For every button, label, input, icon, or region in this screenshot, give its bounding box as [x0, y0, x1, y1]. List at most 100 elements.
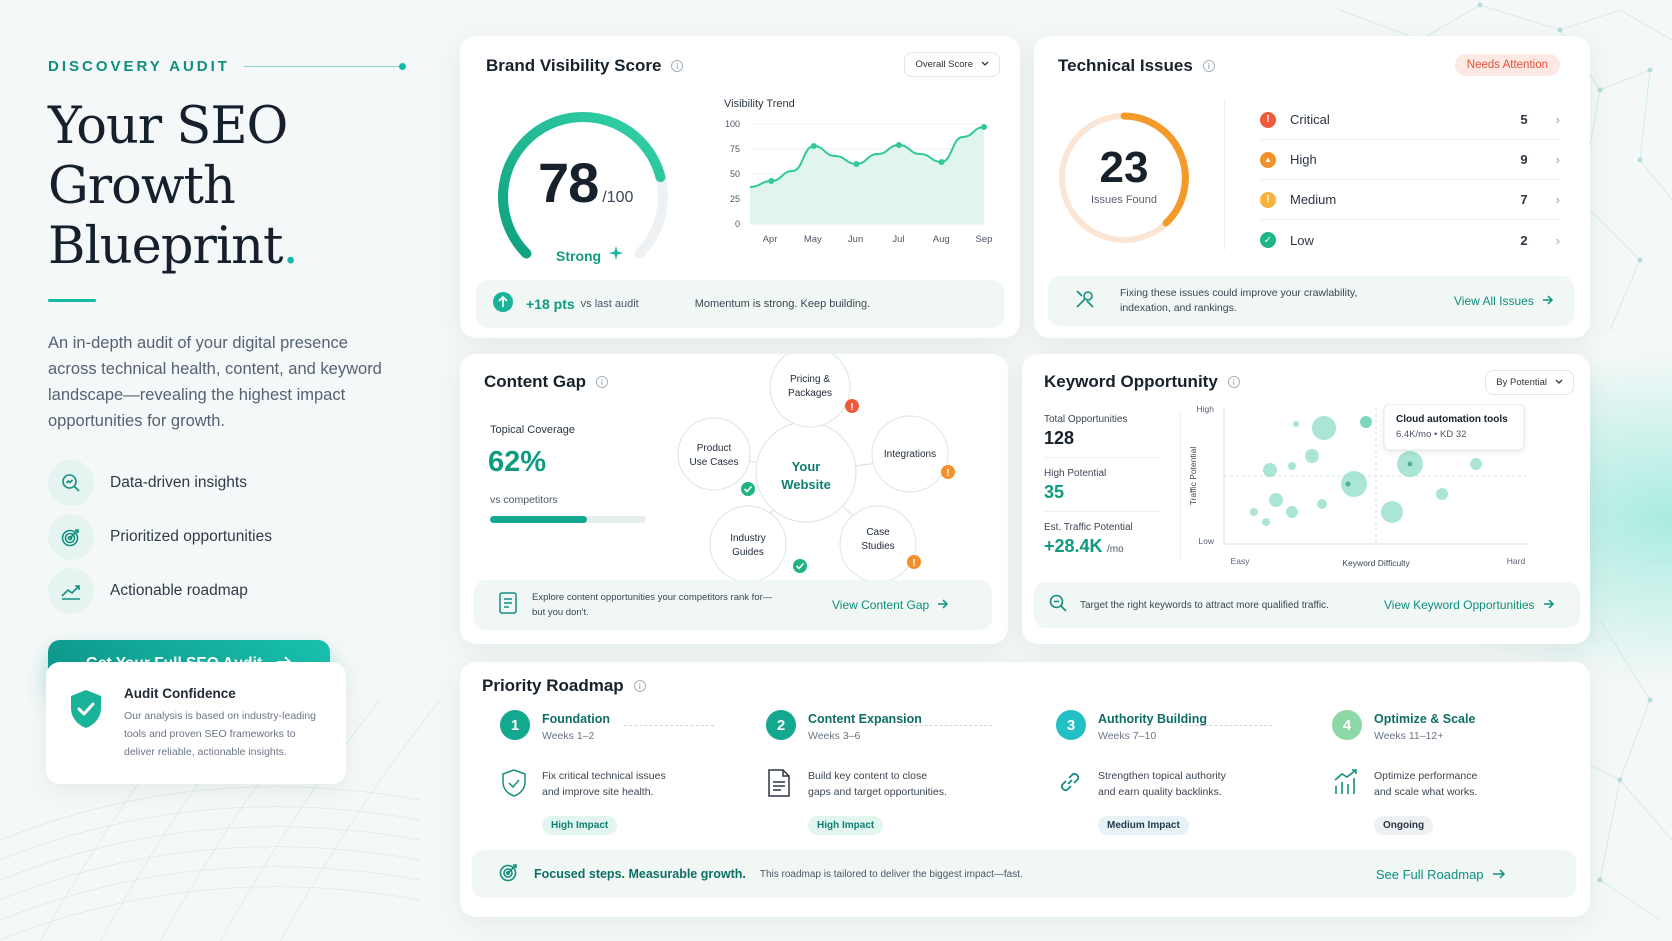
- step-number: 2: [766, 710, 796, 740]
- stat-value: 35: [1044, 482, 1065, 502]
- link-label: View Content Gap: [832, 598, 930, 612]
- feature-list: Data-driven insights Prioritized opportu…: [48, 460, 418, 614]
- chevron-right-icon: ›: [1555, 232, 1560, 248]
- view-content-gap-link[interactable]: View Content Gap: [832, 598, 949, 612]
- priority-roadmap-card: Priority Roadmap i 1 Foundation Weeks 1–…: [460, 662, 1590, 917]
- info-icon[interactable]: i: [671, 60, 684, 72]
- trend-point: [768, 178, 775, 184]
- content-footer-text: Explore content opportunities your compe…: [532, 590, 812, 620]
- chevron-right-icon: ›: [1555, 112, 1560, 127]
- stat-item: High Potential 35: [1044, 458, 1160, 512]
- tooltip-title: Cloud automation tools: [1396, 414, 1508, 425]
- node-use-cases[interactable]: [677, 417, 751, 491]
- node-label: Guides: [732, 547, 764, 558]
- y-high-label: High: [1197, 404, 1215, 414]
- keyword-bubble[interactable]: [1263, 463, 1277, 477]
- tech-title-text: Technical Issues: [1058, 56, 1193, 75]
- confidence-line: deliver reliable, actionable insights.: [124, 746, 287, 758]
- node-industry-guides[interactable]: [709, 505, 787, 583]
- footer-line: but you don't.: [532, 607, 589, 618]
- x-tick-label: Apr: [763, 234, 778, 245]
- trend-point: [810, 143, 817, 149]
- target-icon: [498, 861, 520, 888]
- node-integrations[interactable]: [871, 415, 949, 493]
- keyword-bubble[interactable]: [1317, 499, 1327, 509]
- node-pricing[interactable]: [769, 354, 851, 428]
- brand-visibility-card: Brand Visibility Score i Overall Score 7…: [460, 36, 1020, 338]
- issue-count: 5: [1520, 112, 1528, 127]
- info-icon[interactable]: i: [633, 680, 646, 692]
- issue-name: Medium: [1290, 192, 1337, 207]
- desc-line: and improve site health.: [542, 786, 654, 798]
- info-icon[interactable]: i: [1202, 60, 1215, 72]
- content-title-text: Content Gap: [484, 372, 586, 391]
- keyword-bubble[interactable]: [1360, 416, 1372, 428]
- info-icon[interactable]: i: [596, 376, 608, 388]
- trend-area: [750, 127, 984, 224]
- arrow-right-icon: [1492, 867, 1506, 882]
- keyword-bubble[interactable]: [1288, 462, 1296, 470]
- keyword-bubble[interactable]: [1381, 501, 1403, 523]
- keyword-bubble[interactable]: [1312, 416, 1336, 440]
- roadmap-footer-bold: Focused steps. Measurable growth.: [534, 867, 746, 881]
- step-number: 3: [1056, 710, 1086, 740]
- step-description: Fix critical technical issues and improve…: [542, 768, 742, 800]
- y-axis-title: Traffic Potential: [1188, 447, 1198, 506]
- step-weeks: Weeks 7–10: [1098, 730, 1157, 742]
- roadmap-card-title: Priority Roadmap i: [482, 676, 646, 696]
- keyword-footer: Target the right keywords to attract mor…: [1034, 582, 1580, 628]
- keyword-bubble[interactable]: [1345, 481, 1351, 487]
- issue-row-low[interactable]: ✓ Low 2 ›: [1260, 220, 1560, 260]
- issue-row-high[interactable]: ▲ High 9 ›: [1260, 140, 1560, 180]
- eyebrow-line: [243, 63, 406, 70]
- trend-point: [981, 124, 987, 130]
- keyword-bubble[interactable]: [1470, 458, 1482, 470]
- alert-icon: [907, 555, 921, 569]
- ring-arc: [1120, 112, 1189, 227]
- keyword-bubble[interactable]: [1286, 506, 1298, 518]
- center-line-1: Your: [792, 459, 821, 474]
- high-icon: ▲: [1260, 151, 1276, 168]
- view-all-issues-link[interactable]: View All Issues: [1454, 294, 1554, 308]
- feature-label: Prioritized opportunities: [110, 528, 272, 545]
- keyword-bubble[interactable]: [1305, 449, 1319, 463]
- visibility-trend-chart: 0 25 50 75 100 Apr May Jun Jul Aug Sep: [725, 119, 993, 245]
- confidence-desc: Our analysis is based on industry-leadin…: [124, 707, 316, 761]
- y-low-label: Low: [1198, 536, 1214, 546]
- keyword-bubble[interactable]: [1436, 488, 1448, 500]
- stat-value-wrap: +28.4K /mo: [1044, 536, 1160, 557]
- issue-name: High: [1290, 152, 1317, 167]
- step-weeks: Weeks 3–6: [808, 730, 861, 742]
- coverage-bar-fill: [490, 516, 587, 523]
- status-label: Strong: [556, 247, 602, 264]
- x-tick-label: Sep: [976, 234, 993, 245]
- potential-dropdown[interactable]: By Potential: [1485, 370, 1574, 395]
- x-tick-label: Jun: [848, 234, 863, 245]
- stat-label: High Potential: [1044, 468, 1107, 479]
- svg-text:!: !: [912, 558, 915, 569]
- issue-row-critical[interactable]: ! Critical 5 ›: [1260, 100, 1560, 140]
- step-number: 1: [500, 710, 530, 740]
- view-keyword-opportunities-link[interactable]: View Keyword Opportunities: [1384, 598, 1555, 612]
- keyword-bubble[interactable]: [1250, 508, 1258, 516]
- issue-row-medium[interactable]: ! Medium 7 ›: [1260, 180, 1560, 220]
- keyword-bubble[interactable]: [1262, 518, 1270, 526]
- overall-score-dropdown[interactable]: Overall Score: [904, 52, 1000, 77]
- y-tick-label: 0: [735, 219, 740, 229]
- title-underline: [48, 299, 96, 302]
- keyword-opportunity-card: Keyword Opportunity i By Potential Total…: [1022, 354, 1590, 644]
- keyword-bubble[interactable]: [1341, 471, 1367, 497]
- step-connector: [1180, 725, 1272, 726]
- issue-name: Low: [1290, 232, 1314, 248]
- keyword-bubble[interactable]: [1407, 461, 1413, 467]
- see-full-roadmap-link[interactable]: See Full Roadmap: [1376, 867, 1506, 882]
- status-badges: ! ! !: [741, 399, 955, 573]
- info-icon[interactable]: i: [1227, 376, 1240, 388]
- keyword-tooltip: Cloud automation tools 6.4K/mo • KD 32: [1383, 404, 1525, 451]
- desc-line: Optimize performance: [1374, 770, 1478, 782]
- keyword-bubble[interactable]: [1293, 421, 1299, 427]
- momentum-text: Momentum is strong. Keep building.: [694, 298, 871, 310]
- keyword-bubble[interactable]: [1269, 493, 1283, 507]
- brand-card-title: Brand Visibility Score i: [486, 56, 684, 76]
- issues-total: 23 Issues Found: [1054, 144, 1194, 207]
